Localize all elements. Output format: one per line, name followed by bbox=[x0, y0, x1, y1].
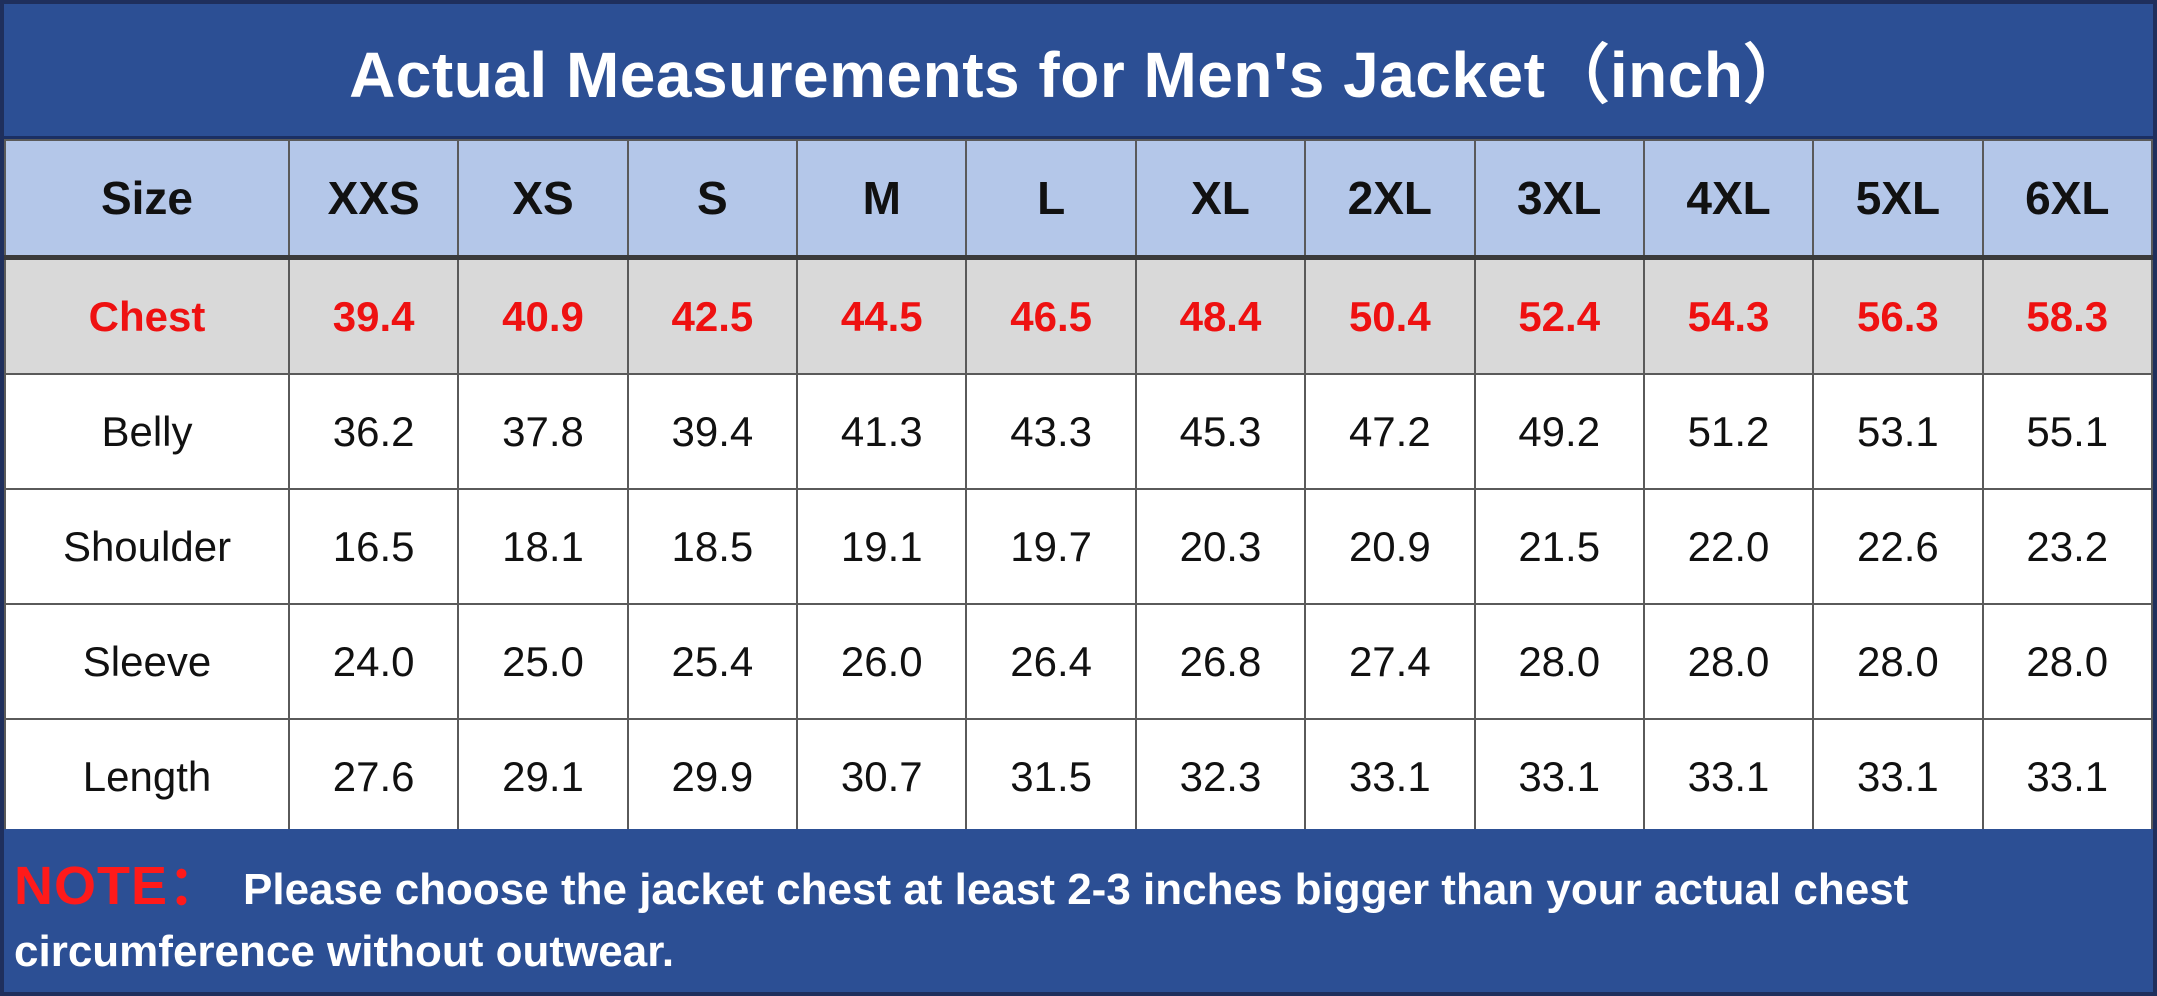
table-cell: 45.3 bbox=[1134, 373, 1307, 490]
size-header-cell: 4XL bbox=[1642, 139, 1815, 260]
table-cell: 43.3 bbox=[965, 373, 1137, 490]
row-label: Sleeve bbox=[4, 603, 290, 720]
chart-title: Actual Measurements for Men's Jacket（inc… bbox=[4, 4, 2153, 139]
table-cell: 20.3 bbox=[1134, 488, 1307, 605]
table-cell: 46.5 bbox=[965, 256, 1137, 375]
table-cell: 28.0 bbox=[1642, 603, 1815, 720]
size-header-cell: XS bbox=[457, 139, 629, 260]
table-cell: 42.5 bbox=[626, 256, 799, 375]
table-cell: 26.8 bbox=[1134, 603, 1307, 720]
note-text: Please choose the jacket chest at least … bbox=[14, 865, 1909, 976]
size-header-cell: 6XL bbox=[1981, 139, 2154, 260]
note-label: NOTE： bbox=[14, 856, 224, 916]
table-cell: 37.8 bbox=[457, 373, 629, 490]
note-panel: NOTE： Please choose the jacket chest at l… bbox=[4, 829, 2153, 992]
table-row-length: Length 27.6 29.1 29.9 30.7 31.5 32.3 33.… bbox=[4, 718, 2154, 835]
table-cell: 51.2 bbox=[1642, 373, 1815, 490]
table-cell: 58.3 bbox=[1981, 256, 2154, 375]
table-cell: 52.4 bbox=[1473, 256, 1645, 375]
table-cell: 33.1 bbox=[1981, 718, 2154, 835]
size-header-cell: 3XL bbox=[1473, 139, 1645, 260]
table-cell: 22.6 bbox=[1812, 488, 1984, 605]
measurement-table: Size XXS XS S M L XL 2XL 3XL 4XL 5XL 6XL… bbox=[4, 139, 2154, 835]
table-cell: 33.1 bbox=[1642, 718, 1815, 835]
table-cell: 36.2 bbox=[287, 373, 460, 490]
table-cell: 18.1 bbox=[457, 488, 629, 605]
table-cell: 20.9 bbox=[1304, 488, 1476, 605]
table-cell: 53.1 bbox=[1812, 373, 1984, 490]
table-cell: 50.4 bbox=[1304, 256, 1476, 375]
size-header-cell: XL bbox=[1134, 139, 1307, 260]
table-cell: 29.9 bbox=[626, 718, 799, 835]
table-cell: 25.0 bbox=[457, 603, 629, 720]
table-row-chest: Chest 39.4 40.9 42.5 44.5 46.5 48.4 50.4… bbox=[4, 256, 2154, 375]
table-cell: 22.0 bbox=[1642, 488, 1815, 605]
table-cell: 29.1 bbox=[457, 718, 629, 835]
table-cell: 16.5 bbox=[287, 488, 460, 605]
size-header-label: Size bbox=[4, 139, 290, 260]
table-cell: 47.2 bbox=[1304, 373, 1476, 490]
table-row-shoulder: Shoulder 16.5 18.1 18.5 19.1 19.7 20.3 2… bbox=[4, 488, 2154, 605]
row-label: Belly bbox=[4, 373, 290, 490]
table-cell: 54.3 bbox=[1642, 256, 1815, 375]
table-row-belly: Belly 36.2 37.8 39.4 41.3 43.3 45.3 47.2… bbox=[4, 373, 2154, 490]
table-cell: 30.7 bbox=[796, 718, 968, 835]
row-label: Length bbox=[4, 718, 290, 835]
table-cell: 28.0 bbox=[1812, 603, 1984, 720]
table-cell: 19.1 bbox=[796, 488, 968, 605]
row-label: Chest bbox=[4, 256, 290, 375]
table-cell: 25.4 bbox=[626, 603, 799, 720]
table-cell: 49.2 bbox=[1473, 373, 1645, 490]
table-cell: 26.0 bbox=[796, 603, 968, 720]
table-cell: 28.0 bbox=[1981, 603, 2154, 720]
size-header-cell: XXS bbox=[287, 139, 460, 260]
table-cell: 27.6 bbox=[287, 718, 460, 835]
size-header-cell: M bbox=[796, 139, 968, 260]
table-cell: 19.7 bbox=[965, 488, 1137, 605]
table-cell: 33.1 bbox=[1812, 718, 1984, 835]
table-cell: 24.0 bbox=[287, 603, 460, 720]
table-cell: 21.5 bbox=[1473, 488, 1645, 605]
table-cell: 41.3 bbox=[796, 373, 968, 490]
size-header-row: Size XXS XS S M L XL 2XL 3XL 4XL 5XL 6XL bbox=[4, 139, 2154, 260]
table-cell: 26.4 bbox=[965, 603, 1137, 720]
table-cell: 55.1 bbox=[1981, 373, 2154, 490]
table-cell: 18.5 bbox=[626, 488, 799, 605]
table-cell: 27.4 bbox=[1304, 603, 1476, 720]
table-cell: 48.4 bbox=[1134, 256, 1307, 375]
size-header-cell: 5XL bbox=[1812, 139, 1984, 260]
size-header-cell: 2XL bbox=[1304, 139, 1476, 260]
size-header-cell: S bbox=[626, 139, 799, 260]
table-cell: 44.5 bbox=[796, 256, 968, 375]
table-cell: 33.1 bbox=[1473, 718, 1645, 835]
table-cell: 33.1 bbox=[1304, 718, 1476, 835]
table-cell: 40.9 bbox=[457, 256, 629, 375]
table-cell: 56.3 bbox=[1812, 256, 1984, 375]
table-cell: 23.2 bbox=[1981, 488, 2154, 605]
table-cell: 39.4 bbox=[287, 256, 460, 375]
row-label: Shoulder bbox=[4, 488, 290, 605]
table-row-sleeve: Sleeve 24.0 25.0 25.4 26.0 26.4 26.8 27.… bbox=[4, 603, 2154, 720]
table-cell: 28.0 bbox=[1473, 603, 1645, 720]
table-cell: 32.3 bbox=[1134, 718, 1307, 835]
table-cell: 39.4 bbox=[626, 373, 799, 490]
table-cell: 31.5 bbox=[965, 718, 1137, 835]
size-header-cell: L bbox=[965, 139, 1137, 260]
